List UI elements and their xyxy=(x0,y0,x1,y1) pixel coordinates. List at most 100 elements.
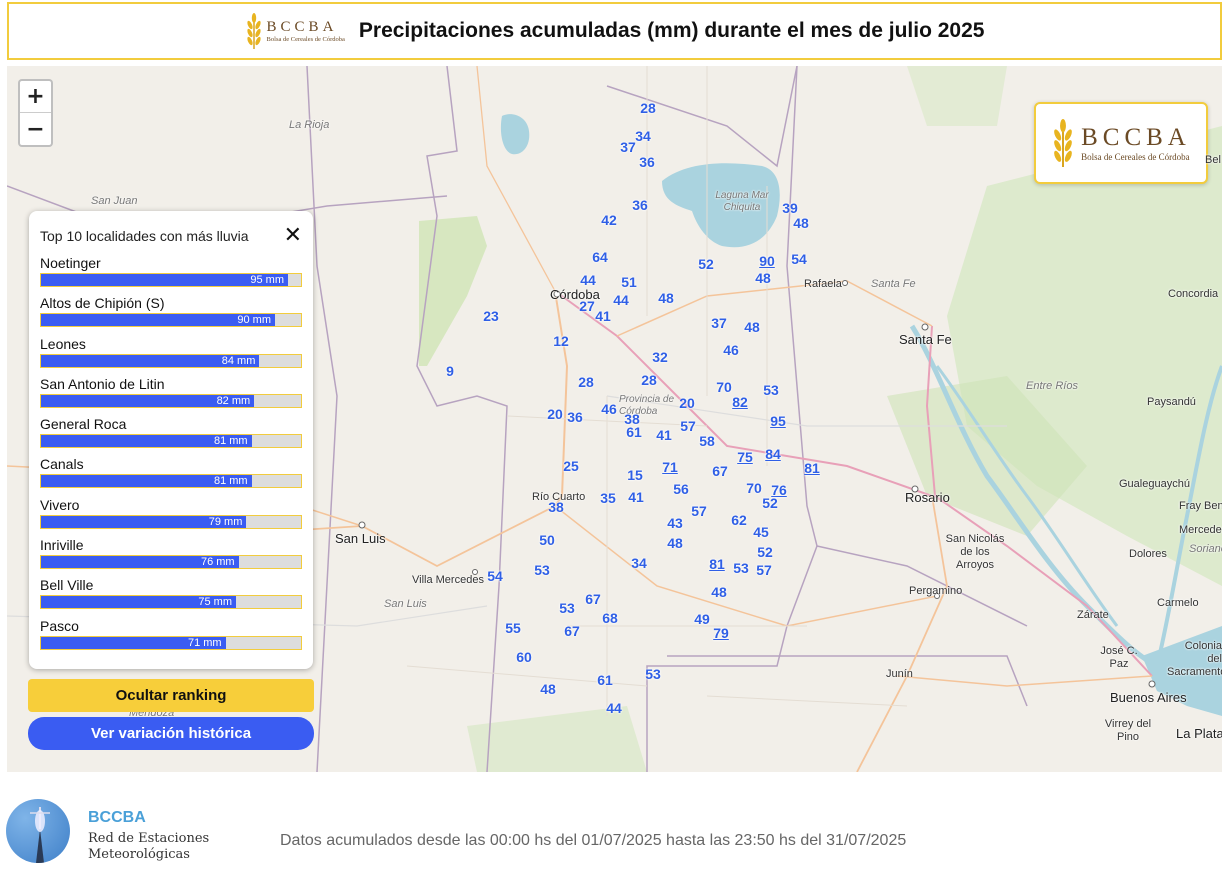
station-value[interactable]: 45 xyxy=(753,524,769,540)
station-value[interactable]: 76 xyxy=(771,482,787,498)
station-value[interactable]: 52 xyxy=(757,544,773,560)
station-value[interactable]: 53 xyxy=(763,382,779,398)
station-value[interactable]: 48 xyxy=(667,535,683,551)
station-value[interactable]: 62 xyxy=(731,512,747,528)
station-value[interactable]: 41 xyxy=(595,308,611,324)
station-value[interactable]: 81 xyxy=(804,460,820,476)
hide-ranking-button[interactable]: Ocultar ranking xyxy=(28,679,314,712)
station-value[interactable]: 51 xyxy=(621,274,637,290)
station-value[interactable]: 15 xyxy=(627,467,643,483)
station-value[interactable]: 28 xyxy=(640,100,656,116)
station-value[interactable]: 67 xyxy=(585,591,601,607)
station-value[interactable]: 34 xyxy=(631,555,647,571)
station-value[interactable]: 57 xyxy=(680,418,696,434)
station-value[interactable]: 34 xyxy=(635,128,651,144)
station-value[interactable]: 71 xyxy=(662,459,678,475)
station-value[interactable]: 48 xyxy=(540,681,556,697)
ranking-bar-fill: 84 mm xyxy=(41,354,260,367)
station-value[interactable]: 90 xyxy=(759,253,775,269)
station-value[interactable]: 50 xyxy=(539,532,555,548)
ranking-item: Bell Ville 75 mm xyxy=(40,571,302,611)
station-value[interactable]: 23 xyxy=(483,308,499,324)
station-value[interactable]: 58 xyxy=(699,433,715,449)
station-value[interactable]: 52 xyxy=(698,256,714,272)
station-value[interactable]: 44 xyxy=(580,272,596,288)
station-value[interactable]: 48 xyxy=(755,270,771,286)
place-label: Entre Ríos xyxy=(1026,380,1078,392)
station-value[interactable]: 28 xyxy=(578,374,594,390)
station-value[interactable]: 60 xyxy=(516,649,532,665)
station-value[interactable]: 67 xyxy=(564,623,580,639)
ranking-bar-value: 90 mm xyxy=(237,314,271,327)
station-value[interactable]: 44 xyxy=(606,700,622,716)
station-value[interactable]: 61 xyxy=(597,672,613,688)
station-value[interactable]: 38 xyxy=(624,411,640,427)
station-value[interactable]: 57 xyxy=(691,503,707,519)
station-value[interactable]: 53 xyxy=(645,666,661,682)
station-value[interactable]: 9 xyxy=(446,363,454,379)
station-value[interactable]: 36 xyxy=(632,197,648,213)
station-value[interactable]: 75 xyxy=(737,449,753,465)
station-value[interactable]: 70 xyxy=(746,480,762,496)
ranking-item-name: Canals xyxy=(40,456,84,473)
station-value[interactable]: 20 xyxy=(679,395,695,411)
station-value[interactable]: 48 xyxy=(658,290,674,306)
station-value[interactable]: 20 xyxy=(547,406,563,422)
place-label: Villa Mercedes xyxy=(412,574,484,586)
station-value[interactable]: 52 xyxy=(762,495,778,511)
station-value[interactable]: 84 xyxy=(765,446,781,462)
zoom-in-button[interactable]: + xyxy=(20,81,51,113)
station-value[interactable]: 41 xyxy=(628,489,644,505)
station-value[interactable]: 55 xyxy=(505,620,521,636)
station-value[interactable]: 48 xyxy=(711,584,727,600)
station-value[interactable]: 48 xyxy=(793,215,809,231)
station-value[interactable]: 56 xyxy=(673,481,689,497)
station-value[interactable]: 37 xyxy=(711,315,727,331)
station-value[interactable]: 44 xyxy=(613,292,629,308)
ranking-bar-value: 95 mm xyxy=(250,274,284,286)
station-value[interactable]: 54 xyxy=(487,568,503,584)
station-value[interactable]: 27 xyxy=(579,298,595,314)
station-value[interactable]: 53 xyxy=(733,560,749,576)
station-value[interactable]: 49 xyxy=(694,611,710,627)
station-value[interactable]: 57 xyxy=(756,562,772,578)
station-value[interactable]: 70 xyxy=(716,379,732,395)
station-value[interactable]: 68 xyxy=(602,610,618,626)
station-value[interactable]: 41 xyxy=(656,427,672,443)
place-label: La Plata xyxy=(1176,726,1222,741)
ranking-bar-value: 84 mm xyxy=(221,354,256,367)
station-value[interactable]: 81 xyxy=(709,556,725,572)
station-value[interactable]: 79 xyxy=(713,625,729,641)
station-value[interactable]: 54 xyxy=(791,251,807,267)
station-value[interactable]: 12 xyxy=(553,333,569,349)
station-value[interactable]: 46 xyxy=(723,342,739,358)
station-value[interactable]: 95 xyxy=(770,413,786,429)
station-value[interactable]: 36 xyxy=(639,154,655,170)
station-value[interactable]: 43 xyxy=(667,515,683,531)
ranking-item-name: General Roca xyxy=(40,416,127,433)
station-value[interactable]: 32 xyxy=(652,349,668,365)
station-value[interactable]: 36 xyxy=(567,409,583,425)
station-value[interactable]: 53 xyxy=(534,562,550,578)
station-value[interactable]: 38 xyxy=(548,499,564,515)
station-value[interactable]: 61 xyxy=(626,424,642,440)
station-value[interactable]: 82 xyxy=(732,394,748,410)
station-value[interactable]: 35 xyxy=(600,490,616,506)
station-value[interactable]: 48 xyxy=(744,319,760,335)
station-value[interactable]: 64 xyxy=(592,249,608,265)
station-value[interactable]: 67 xyxy=(712,463,728,479)
station-value[interactable]: 37 xyxy=(620,139,636,155)
station-value[interactable]: 39 xyxy=(782,200,798,216)
ranking-item: Leones 84 mm xyxy=(40,330,302,370)
station-value[interactable]: 25 xyxy=(563,458,579,474)
station-value[interactable]: 28 xyxy=(641,372,657,388)
place-label: Paysandú xyxy=(1147,396,1196,408)
historical-variation-button[interactable]: Ver variación histórica xyxy=(28,717,314,750)
station-value[interactable]: 53 xyxy=(559,600,575,616)
zoom-out-button[interactable]: − xyxy=(26,116,45,142)
place-label: Rafaela xyxy=(804,278,842,290)
station-value[interactable]: 46 xyxy=(601,401,617,417)
footer-brand: BCCBA xyxy=(88,809,146,826)
close-ranking-button[interactable]: ✕ xyxy=(283,223,302,248)
station-value[interactable]: 42 xyxy=(601,212,617,228)
